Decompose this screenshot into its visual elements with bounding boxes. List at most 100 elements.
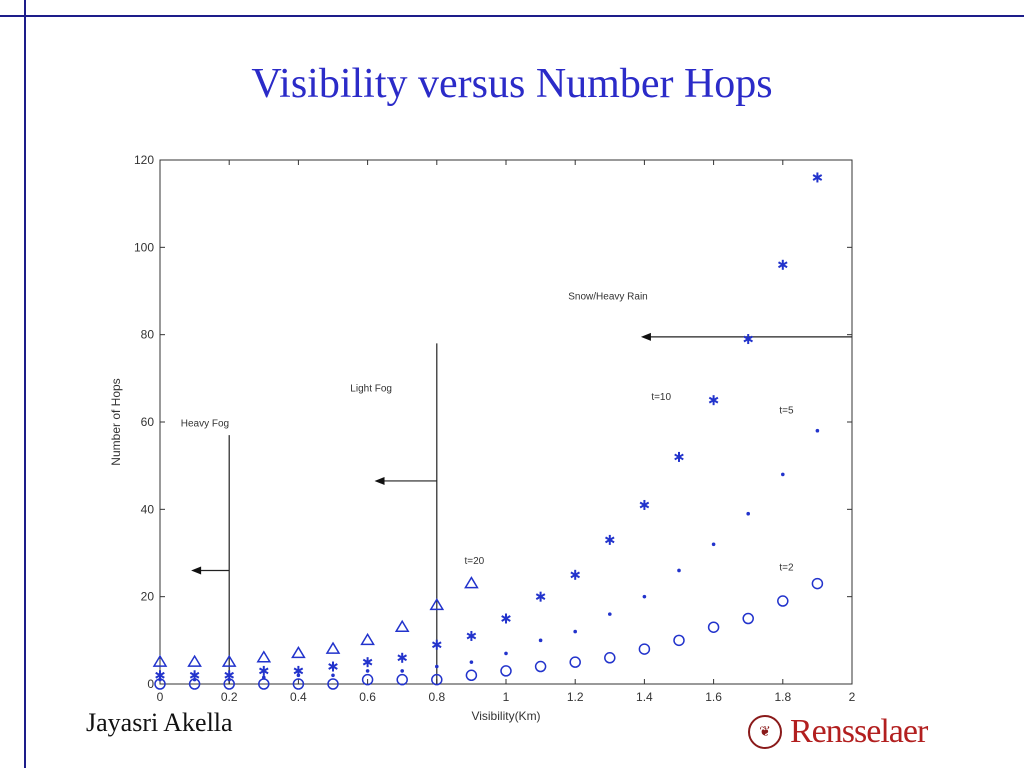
t2-circle-marker	[292, 678, 305, 690]
t2-circle-marker	[534, 660, 547, 673]
chart-annotation: t=20	[464, 556, 484, 567]
threshold-arrow-head	[640, 332, 651, 341]
x-tick-label: 1.6	[705, 690, 722, 704]
chart-annotation: t=10	[651, 392, 671, 403]
x-tick-label: 0.8	[428, 690, 445, 704]
y-tick-label: 60	[141, 415, 155, 429]
t20-triangle-marker	[360, 632, 375, 646]
annotations: Heavy Fog Light Fog Snow/Heavy Rain t=20 t=1…	[181, 292, 794, 574]
t10-asterisk-marker	[535, 591, 546, 602]
author-name: Jayasri Akella	[86, 708, 233, 737]
t20-triangle-marker	[152, 654, 168, 667]
t10-asterisk-marker	[431, 639, 442, 650]
t5-dot-marker	[677, 568, 681, 573]
t2-circle-marker	[327, 678, 339, 690]
x-tick-label: 1	[503, 690, 510, 704]
slide-title: Visibility versus Number Hops	[251, 61, 773, 107]
t5-dot-marker	[573, 629, 577, 634]
t5-dot-marker	[504, 651, 508, 656]
y-tick-label: 120	[134, 153, 154, 167]
y-tick-label: 20	[141, 590, 155, 604]
t10-asterisk-marker	[258, 665, 269, 676]
t2-circle-marker	[673, 634, 685, 647]
t10-asterisk-marker	[397, 652, 408, 663]
t10-asterisk-marker	[570, 569, 581, 580]
chart-annotation: Light Fog	[350, 383, 392, 394]
t10-asterisk-marker	[328, 661, 338, 672]
t5-dot-marker	[469, 660, 474, 664]
t2-circle-marker	[396, 673, 408, 686]
t2-circle-marker	[258, 678, 270, 690]
rensselaer-logo: ❦ Rensselaer	[748, 712, 928, 752]
t10-asterisk-marker	[604, 534, 615, 545]
t5-dot-marker	[815, 428, 820, 433]
y-tick-label: 0	[147, 677, 154, 691]
t2-circle-marker	[777, 595, 789, 607]
t5-dot-marker	[781, 472, 785, 477]
t20-triangle-marker	[291, 645, 306, 659]
t10-asterisk-marker	[812, 172, 823, 183]
t5-dot-marker	[331, 673, 335, 678]
threshold-arrow-head	[374, 476, 385, 485]
t10-asterisk-marker	[501, 613, 511, 624]
top-rule	[0, 15, 1024, 17]
threshold-lines	[191, 332, 852, 684]
axis-ticks: 0 0.2 0.4 0.6 0.8 1 1.2 1.4 1.6 1.8 20204060801001…	[134, 153, 856, 704]
t2-circle-marker	[361, 673, 374, 686]
t20-triangle-marker	[429, 597, 445, 611]
y-tick-label: 100	[134, 240, 154, 254]
t10-asterisk-marker	[674, 451, 684, 462]
left-rule	[24, 0, 26, 768]
chart-annotation: Heavy Fog	[181, 418, 229, 429]
t2-circle-marker	[811, 577, 824, 590]
t20-triangle-marker	[325, 641, 341, 654]
x-axis-label: Visibility(Km)	[471, 709, 540, 723]
t5-dot-marker	[435, 664, 439, 669]
t5-dot-marker	[296, 673, 301, 678]
data-markers	[152, 172, 824, 690]
t2-circle-marker	[742, 612, 754, 625]
x-tick-label: 1.2	[567, 690, 584, 704]
threshold-arrow-head	[191, 566, 202, 575]
y-tick-label: 40	[141, 502, 155, 516]
logo-text: Rensselaer	[790, 713, 928, 750]
t2-circle-marker	[431, 673, 443, 686]
t10-asterisk-marker	[777, 259, 788, 270]
t20-triangle-marker	[221, 654, 237, 667]
t2-circle-marker	[465, 669, 478, 682]
t2-circle-marker	[604, 652, 616, 664]
t10-asterisk-marker	[466, 630, 477, 641]
t10-asterisk-marker	[743, 334, 754, 345]
x-tick-label: 1.4	[636, 690, 653, 704]
t2-circle-marker	[500, 665, 512, 677]
t10-asterisk-marker	[639, 499, 650, 510]
x-tick-label: 2	[849, 690, 856, 704]
x-tick-label: 0.6	[359, 690, 376, 704]
t5-dot-marker	[400, 669, 405, 673]
t5-dot-marker	[365, 669, 370, 673]
t2-circle-marker	[223, 678, 235, 690]
y-tick-label: 80	[141, 328, 155, 342]
t5-dot-marker	[642, 594, 647, 599]
t5-dot-marker	[608, 612, 612, 616]
t10-asterisk-marker	[362, 657, 373, 668]
t2-circle-marker	[707, 621, 720, 633]
chart-annotation: t=2	[779, 562, 794, 573]
y-axis-label: Number of Hops	[109, 378, 123, 465]
t5-dot-marker	[711, 542, 716, 547]
t5-dot-marker	[538, 638, 543, 643]
t2-circle-marker	[638, 643, 651, 655]
x-tick-label: 1.8	[774, 690, 791, 704]
t2-circle-marker	[569, 656, 581, 668]
x-tick-label: 0.2	[221, 690, 238, 704]
t2-circle-marker	[154, 678, 166, 690]
t20-triangle-marker	[256, 650, 272, 663]
t20-triangle-marker	[394, 619, 410, 632]
t10-asterisk-marker	[708, 395, 719, 406]
t5-dot-marker	[746, 511, 750, 516]
x-tick-label: 0.4	[290, 690, 307, 704]
x-tick-label: 0	[157, 690, 164, 704]
t2-circle-marker	[188, 678, 201, 690]
chart-annotation: t=5	[779, 405, 794, 416]
